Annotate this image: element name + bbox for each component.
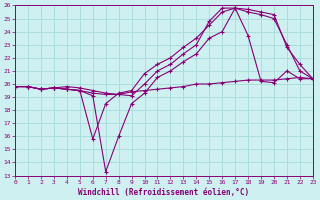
X-axis label: Windchill (Refroidissement éolien,°C): Windchill (Refroidissement éolien,°C) bbox=[78, 188, 250, 197]
